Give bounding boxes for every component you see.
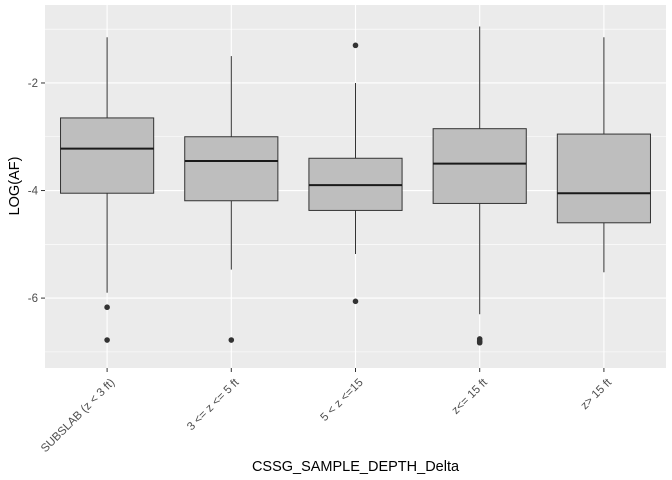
x-tick-label: 5 < z <=15 (319, 377, 366, 424)
outlier-point (352, 42, 359, 49)
box-iqr (556, 133, 651, 224)
outlier-point (104, 337, 110, 343)
box-iqr (184, 136, 279, 202)
x-tick-label: SUBSLAB (z < 3 ft) (39, 377, 117, 455)
box-group (60, 37, 155, 343)
box-iqr (60, 117, 155, 194)
y-axis-title: LOG(AF) (7, 157, 23, 216)
y-tick-label: -4 (28, 186, 39, 198)
x-tick-label: z<= 15 ft (450, 376, 491, 417)
box-group (432, 26, 527, 346)
x-axis-title: CSSG_SAMPLE_DEPTH_Delta (252, 459, 460, 475)
outlier-point (104, 304, 110, 311)
box-iqr (432, 128, 527, 204)
y-tick-label: -2 (28, 78, 38, 90)
outlier-point (352, 298, 359, 305)
x-tick-label: z> 15 ft (579, 376, 615, 412)
outlier-point (228, 337, 235, 343)
box-group (184, 56, 279, 343)
y-axis: -6 -4 -2 (28, 78, 45, 305)
x-tick-label: 3 <= z <= 5 ft (185, 376, 242, 433)
outlier-point (476, 339, 483, 346)
box-series (60, 26, 651, 346)
x-axis: SUBSLAB (z < 3 ft) 3 <= z <= 5 ft 5 < z <=… (39, 368, 615, 455)
box-group (308, 42, 403, 305)
y-tick-label: -6 (28, 293, 38, 305)
box-group (556, 37, 651, 273)
